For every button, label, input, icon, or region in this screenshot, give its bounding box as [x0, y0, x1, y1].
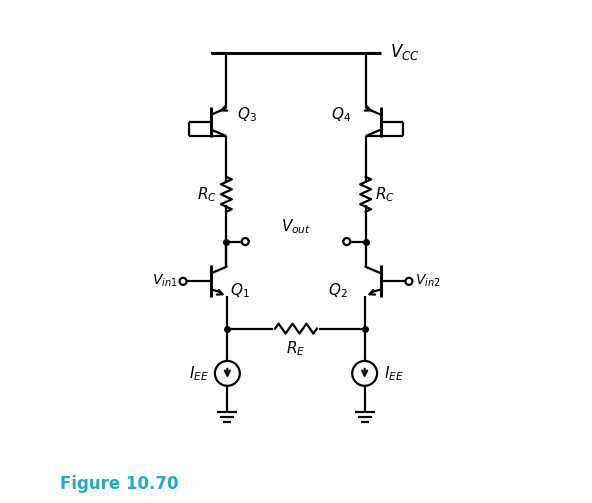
- Text: $I_{EE}$: $I_{EE}$: [188, 364, 208, 383]
- Text: $R_C$: $R_C$: [375, 185, 395, 204]
- Text: $Q_4$: $Q_4$: [331, 105, 351, 124]
- Text: $Q_3$: $Q_3$: [237, 105, 257, 124]
- Circle shape: [242, 238, 249, 245]
- Circle shape: [406, 278, 413, 285]
- Text: $V_{in1}$: $V_{in1}$: [152, 272, 177, 289]
- Text: $V_{out}$: $V_{out}$: [281, 217, 311, 235]
- Text: $R_E$: $R_E$: [287, 340, 305, 358]
- Text: $V_{CC}$: $V_{CC}$: [390, 42, 419, 61]
- Circle shape: [343, 238, 350, 245]
- Text: $Q_1$: $Q_1$: [230, 281, 250, 300]
- Text: $Q_2$: $Q_2$: [329, 281, 348, 300]
- Text: $V_{in2}$: $V_{in2}$: [415, 272, 440, 289]
- Circle shape: [179, 278, 186, 285]
- Text: Figure 10.70: Figure 10.70: [60, 475, 178, 493]
- Text: $I_{EE}$: $I_{EE}$: [384, 364, 404, 383]
- Text: $R_C$: $R_C$: [197, 185, 217, 204]
